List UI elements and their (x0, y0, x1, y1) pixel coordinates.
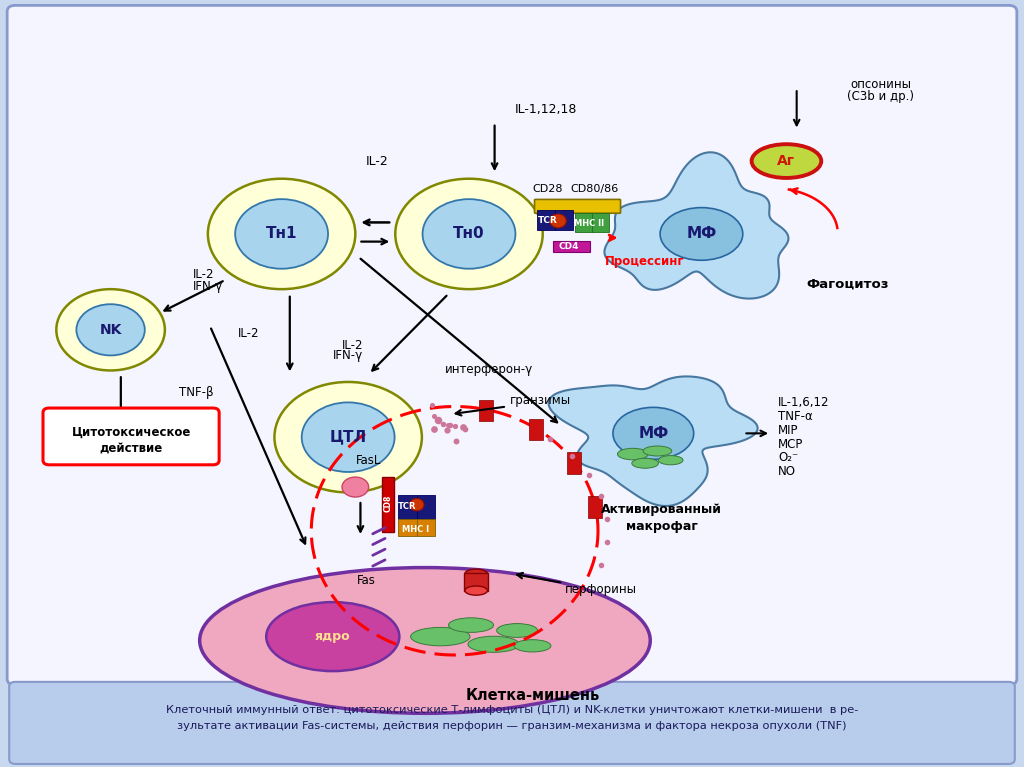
Text: МФ: МФ (686, 226, 717, 242)
Ellipse shape (200, 568, 650, 713)
Text: Клеточный иммунный ответ: цитотоксические Т-лимфоциты (ЦТЛ) и NK-клетки уничтожа: Клеточный иммунный ответ: цитотоксически… (166, 705, 858, 716)
Circle shape (56, 289, 165, 370)
Text: IL-2: IL-2 (238, 328, 259, 340)
FancyBboxPatch shape (592, 213, 609, 232)
Ellipse shape (752, 144, 821, 178)
FancyBboxPatch shape (588, 496, 602, 518)
Text: MIP: MIP (778, 424, 799, 436)
Ellipse shape (497, 624, 538, 637)
Text: FasL: FasL (356, 454, 381, 466)
Circle shape (274, 382, 422, 492)
FancyBboxPatch shape (479, 400, 494, 421)
Text: IFN-γ: IFN-γ (193, 281, 223, 293)
Text: TCR: TCR (538, 216, 558, 225)
Text: ЦТЛ: ЦТЛ (330, 430, 367, 445)
Ellipse shape (613, 407, 693, 459)
Circle shape (77, 304, 144, 355)
FancyBboxPatch shape (43, 408, 219, 465)
Ellipse shape (514, 640, 551, 652)
Ellipse shape (632, 458, 658, 468)
Ellipse shape (617, 448, 648, 460)
Circle shape (342, 477, 369, 497)
Ellipse shape (449, 618, 494, 632)
Text: Активированный
макрофаг: Активированный макрофаг (601, 502, 722, 533)
FancyBboxPatch shape (398, 495, 417, 519)
Text: Fas: Fas (357, 574, 376, 587)
Text: гранзимы: гранзимы (510, 394, 571, 407)
Text: Тн1: Тн1 (266, 226, 297, 242)
Text: действие: действие (99, 442, 163, 454)
Text: IL-2: IL-2 (193, 268, 214, 281)
Circle shape (208, 179, 355, 289)
Text: МФ: МФ (638, 426, 669, 441)
FancyBboxPatch shape (9, 682, 1015, 764)
Ellipse shape (465, 569, 487, 578)
Text: ядро: ядро (315, 630, 350, 643)
Text: NO: NO (778, 466, 797, 478)
Ellipse shape (468, 637, 519, 652)
FancyBboxPatch shape (417, 519, 435, 536)
Text: Аг: Аг (777, 154, 796, 168)
Text: IL-1,12,18: IL-1,12,18 (515, 104, 577, 116)
Text: зультате активации Fas-системы, действия перфорин — гранзим-механизма и фактора : зультате активации Fas-системы, действия… (177, 720, 847, 731)
Text: O₂⁻: O₂⁻ (778, 452, 799, 464)
Ellipse shape (266, 602, 399, 671)
FancyBboxPatch shape (535, 199, 621, 213)
Text: IL-1,6,12: IL-1,6,12 (778, 397, 829, 409)
Circle shape (236, 199, 328, 268)
FancyBboxPatch shape (529, 419, 544, 440)
Text: CD8: CD8 (384, 495, 392, 512)
Text: TNF-β: TNF-β (179, 387, 214, 399)
Text: (С3b и др.): (С3b и др.) (847, 91, 914, 103)
Ellipse shape (550, 214, 566, 228)
Text: Тн0: Тн0 (454, 226, 484, 242)
Ellipse shape (465, 586, 487, 595)
Ellipse shape (658, 456, 683, 465)
FancyBboxPatch shape (575, 213, 593, 232)
Text: Клетка-мишень: Клетка-мишень (465, 688, 600, 703)
FancyBboxPatch shape (7, 5, 1017, 685)
Text: MHC I: MHC I (402, 525, 429, 534)
Text: CD80/86: CD80/86 (570, 184, 620, 195)
FancyBboxPatch shape (553, 241, 590, 252)
Text: Фагоцитоз: Фагоцитоз (807, 278, 889, 291)
Text: CD4: CD4 (558, 242, 579, 251)
Text: IL-2: IL-2 (342, 339, 364, 351)
Text: TNF-α: TNF-α (778, 410, 813, 423)
Text: CD28: CD28 (532, 184, 563, 195)
FancyBboxPatch shape (555, 210, 573, 230)
FancyBboxPatch shape (417, 495, 435, 519)
Polygon shape (549, 377, 758, 506)
Ellipse shape (660, 208, 742, 260)
Text: TCR: TCR (398, 502, 417, 511)
Text: IFN-γ: IFN-γ (333, 350, 364, 362)
Text: перфорины: перфорины (565, 583, 637, 595)
FancyBboxPatch shape (382, 477, 394, 532)
Ellipse shape (410, 499, 424, 511)
FancyBboxPatch shape (398, 519, 417, 536)
Text: интерферон-γ: интерферон-γ (445, 363, 534, 376)
Text: MHC II: MHC II (573, 219, 604, 229)
Text: опсонины: опсонины (850, 78, 911, 91)
FancyBboxPatch shape (464, 573, 488, 591)
Circle shape (302, 403, 394, 472)
FancyBboxPatch shape (567, 453, 582, 474)
Polygon shape (604, 153, 788, 298)
Text: Цитотоксическое: Цитотоксическое (72, 426, 190, 439)
Text: Процессинг: Процессинг (605, 255, 685, 268)
Circle shape (395, 179, 543, 289)
Ellipse shape (643, 446, 672, 456)
Ellipse shape (411, 627, 470, 646)
Text: MCP: MCP (778, 438, 804, 450)
Text: IL-2: IL-2 (366, 155, 388, 167)
FancyBboxPatch shape (537, 210, 555, 230)
Circle shape (423, 199, 515, 268)
Text: NK: NK (99, 323, 122, 337)
